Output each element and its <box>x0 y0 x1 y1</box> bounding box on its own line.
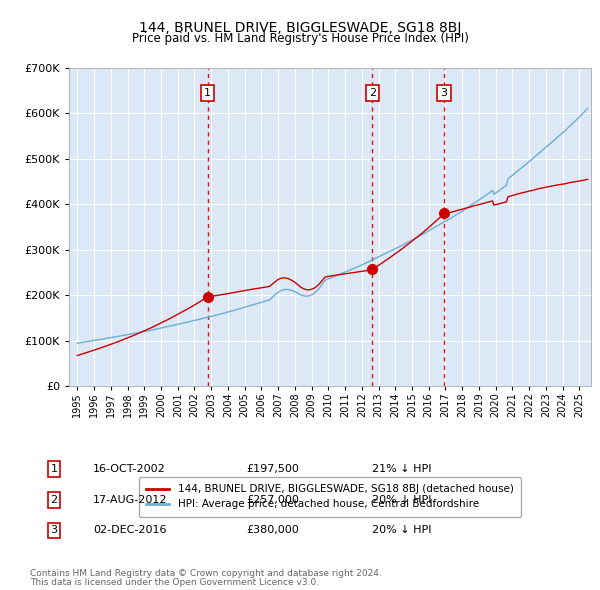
Text: 3: 3 <box>50 526 58 535</box>
Text: 20% ↓ HPI: 20% ↓ HPI <box>372 526 431 535</box>
Text: 20% ↓ HPI: 20% ↓ HPI <box>372 495 431 504</box>
Text: 16-OCT-2002: 16-OCT-2002 <box>93 464 166 474</box>
Text: 17-AUG-2012: 17-AUG-2012 <box>93 495 167 504</box>
Legend: 144, BRUNEL DRIVE, BIGGLESWADE, SG18 8BJ (detached house), HPI: Average price, d: 144, BRUNEL DRIVE, BIGGLESWADE, SG18 8BJ… <box>139 477 521 517</box>
Text: 2: 2 <box>50 495 58 504</box>
Text: 2: 2 <box>369 88 376 98</box>
Text: Contains HM Land Registry data © Crown copyright and database right 2024.: Contains HM Land Registry data © Crown c… <box>30 569 382 578</box>
Text: This data is licensed under the Open Government Licence v3.0.: This data is licensed under the Open Gov… <box>30 578 319 588</box>
Text: 3: 3 <box>440 88 448 98</box>
Text: 144, BRUNEL DRIVE, BIGGLESWADE, SG18 8BJ: 144, BRUNEL DRIVE, BIGGLESWADE, SG18 8BJ <box>139 21 461 35</box>
Text: £197,500: £197,500 <box>246 464 299 474</box>
Text: £380,000: £380,000 <box>246 526 299 535</box>
Text: Price paid vs. HM Land Registry's House Price Index (HPI): Price paid vs. HM Land Registry's House … <box>131 32 469 45</box>
Text: 21% ↓ HPI: 21% ↓ HPI <box>372 464 431 474</box>
Text: £257,000: £257,000 <box>246 495 299 504</box>
Text: 02-DEC-2016: 02-DEC-2016 <box>93 526 167 535</box>
Text: 1: 1 <box>50 464 58 474</box>
Text: 1: 1 <box>204 88 211 98</box>
